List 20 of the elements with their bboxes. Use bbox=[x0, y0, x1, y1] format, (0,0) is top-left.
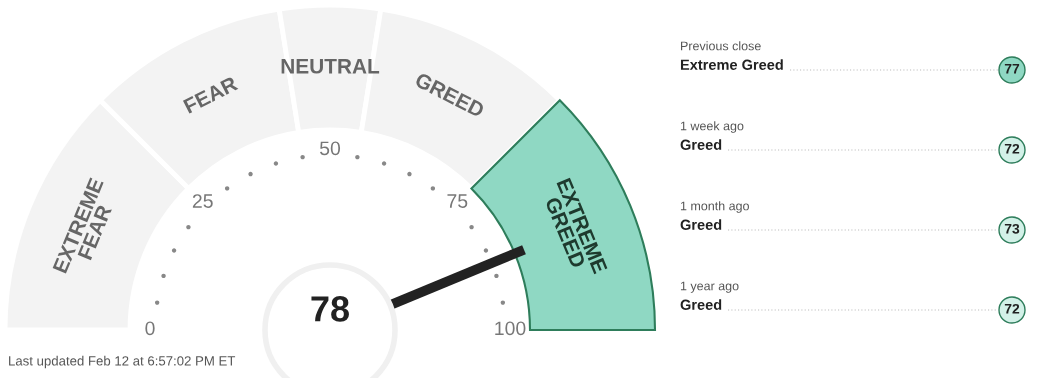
text: Greed bbox=[680, 139, 722, 150]
text: 78 bbox=[311, 296, 349, 322]
slice-label: NEUTRAL bbox=[281, 59, 380, 74]
category-label: 1 month ago bbox=[680, 201, 749, 213]
category-label: 1 week ago bbox=[680, 121, 744, 133]
text: Last updated Feb 12 at 6:57:02 PM ET bbox=[9, 355, 236, 369]
data-label: 77 bbox=[1004, 64, 1020, 74]
text: 75 bbox=[447, 194, 468, 208]
text: Greed bbox=[680, 219, 722, 230]
category-label: Previous close bbox=[681, 41, 761, 51]
category-label: 1 year ago bbox=[680, 281, 739, 293]
text: 100 bbox=[495, 321, 526, 336]
data-label: 72 bbox=[1004, 303, 1020, 314]
text: 0 bbox=[145, 321, 155, 336]
data-label: 72 bbox=[1004, 143, 1020, 154]
text: 50 bbox=[319, 141, 341, 156]
data-label: 73 bbox=[1004, 223, 1020, 234]
text: Greed bbox=[680, 299, 722, 310]
text: 25 bbox=[192, 194, 213, 208]
text: Extreme Greed bbox=[680, 59, 783, 70]
